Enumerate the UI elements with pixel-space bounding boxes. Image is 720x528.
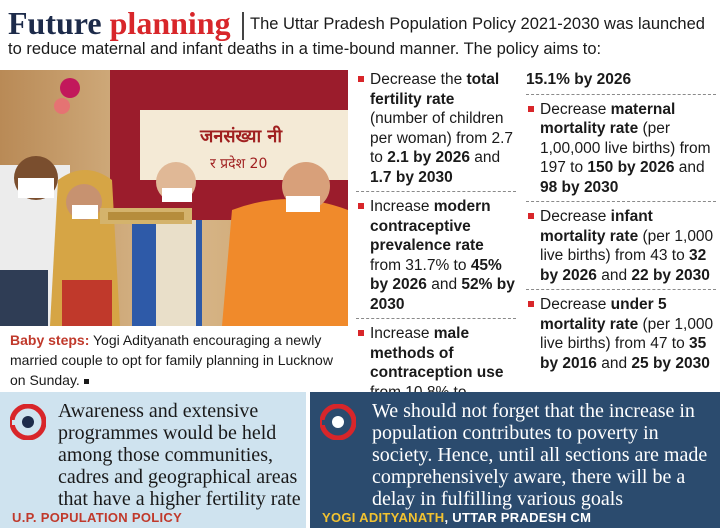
goal-text: and xyxy=(431,276,458,293)
quote-text: Awareness and extensive programmes would… xyxy=(58,400,301,510)
goal-maternal-mortality: Decrease maternal mortality rate (per 1,… xyxy=(526,100,716,202)
quote-attribution: U.P. POPULATION POLICY xyxy=(12,510,183,525)
goal-metric: infant mortality rate xyxy=(540,208,653,245)
bullet-square-icon xyxy=(358,203,364,209)
goal-text: and xyxy=(601,354,628,372)
intro-text: The Uttar Pradesh Population Policy 2021… xyxy=(8,15,705,58)
header-divider xyxy=(242,12,244,40)
quote-logo-icon xyxy=(320,404,356,440)
bullet-square-icon xyxy=(358,330,364,336)
goal-text: and xyxy=(474,149,501,166)
quote-panel-cm: We should not forget that the increase i… xyxy=(310,392,720,528)
goal-target: 22 by 2030 xyxy=(631,266,710,284)
goal-target: 35 by 2016 xyxy=(540,335,707,372)
goal-metric: male methods of contraception use xyxy=(370,325,504,381)
goal-metric: total fertility rate xyxy=(370,71,500,108)
goal-text: (per 1,000 live births) from 47 to xyxy=(540,315,714,353)
goals-column-2: 15.1% by 2026 Decrease maternal mortalit… xyxy=(526,70,716,382)
goal-target: 15.1% by 2026 xyxy=(526,71,632,88)
goal-text: and xyxy=(678,159,705,176)
goals-column-1: Decrease the total fertility rate (numbe… xyxy=(356,70,516,411)
header: The Uttar Pradesh Population Policy 2021… xyxy=(8,4,714,66)
goal-text: Increase xyxy=(370,325,430,342)
goal-target: 150 by 2026 xyxy=(587,159,675,176)
goal-target: 52% by 2030 xyxy=(370,276,515,313)
quote-logo-icon xyxy=(10,404,46,440)
goal-text: from 31.7% to xyxy=(370,256,467,274)
news-photo: जनसंख्या नी र प्रदेश 20 xyxy=(0,70,348,326)
quote-text: We should not forget that the increase i… xyxy=(372,400,708,510)
bullet-square-icon xyxy=(528,105,534,112)
banner-text-2: र प्रदेश 20 xyxy=(210,155,267,172)
headline-word-future: Future xyxy=(8,5,102,41)
goal-metric: maternal mortality rate xyxy=(540,100,676,138)
goal-fertility-rate: Decrease the total fertility rate (numbe… xyxy=(356,70,516,192)
goal-metric: modern contraceptive prevalence rate xyxy=(370,198,491,254)
goal-text: (number of children per woman) from 2.7 … xyxy=(370,110,513,166)
goal-target: 98 by 2030 xyxy=(540,178,619,196)
goal-under5-mortality: Decrease under 5 mortality rate (per 1,0… xyxy=(526,295,716,377)
headline: Future planning xyxy=(8,6,231,40)
goal-contraceptive-prevalence: Increase modern contraceptive prevalence… xyxy=(356,197,516,319)
goal-metric: under 5 mortality rate xyxy=(540,296,667,333)
caption-text: Yogi Adityanath encouraging a newly marr… xyxy=(10,332,333,388)
caption-lead: Baby steps: xyxy=(10,332,90,348)
bullet-square-icon xyxy=(528,213,534,219)
quote-panel-policy: Awareness and extensive programmes would… xyxy=(0,392,306,528)
goal-target: 32 by 2026 xyxy=(540,247,707,284)
goal-target: 45% by 2026 xyxy=(370,256,502,294)
end-mark-icon xyxy=(83,378,89,384)
goal-text: and xyxy=(601,266,628,284)
goal-text: (per 1,00,000 live births) from 197 to xyxy=(540,120,711,176)
goal-text: Increase xyxy=(370,198,430,215)
goal-text: Decrease xyxy=(540,100,607,118)
bullet-square-icon xyxy=(358,76,364,82)
quote-author-name: YOGI ADITYANATH xyxy=(322,510,445,525)
goal-target: 2.1 by 2026 xyxy=(387,149,470,166)
banner-text-1: जनसंख्या नी xyxy=(199,125,283,147)
quote-author-role: , UTTAR PRADESH CM xyxy=(444,510,592,525)
goal-target: 25 by 2030 xyxy=(631,354,710,372)
headline-word-planning: planning xyxy=(109,5,231,41)
goal-infant-mortality: Decrease infant mortality rate (per 1,00… xyxy=(526,207,716,290)
goal-text: (per 1,000 live births) from 43 to xyxy=(540,227,714,265)
photo-caption: Baby steps: Yogi Adityanath encouraging … xyxy=(10,330,346,390)
quote-attribution: YOGI ADITYANATH, UTTAR PRADESH CM xyxy=(322,510,591,525)
bullet-square-icon xyxy=(528,301,534,307)
goal-male-methods-continued: 15.1% by 2026 xyxy=(526,70,716,95)
goal-text: Decrease xyxy=(540,208,607,225)
goal-text: Decrease xyxy=(540,296,607,313)
goal-target: 1.7 by 2030 xyxy=(370,168,453,186)
goal-text: Decrease the xyxy=(370,71,463,88)
